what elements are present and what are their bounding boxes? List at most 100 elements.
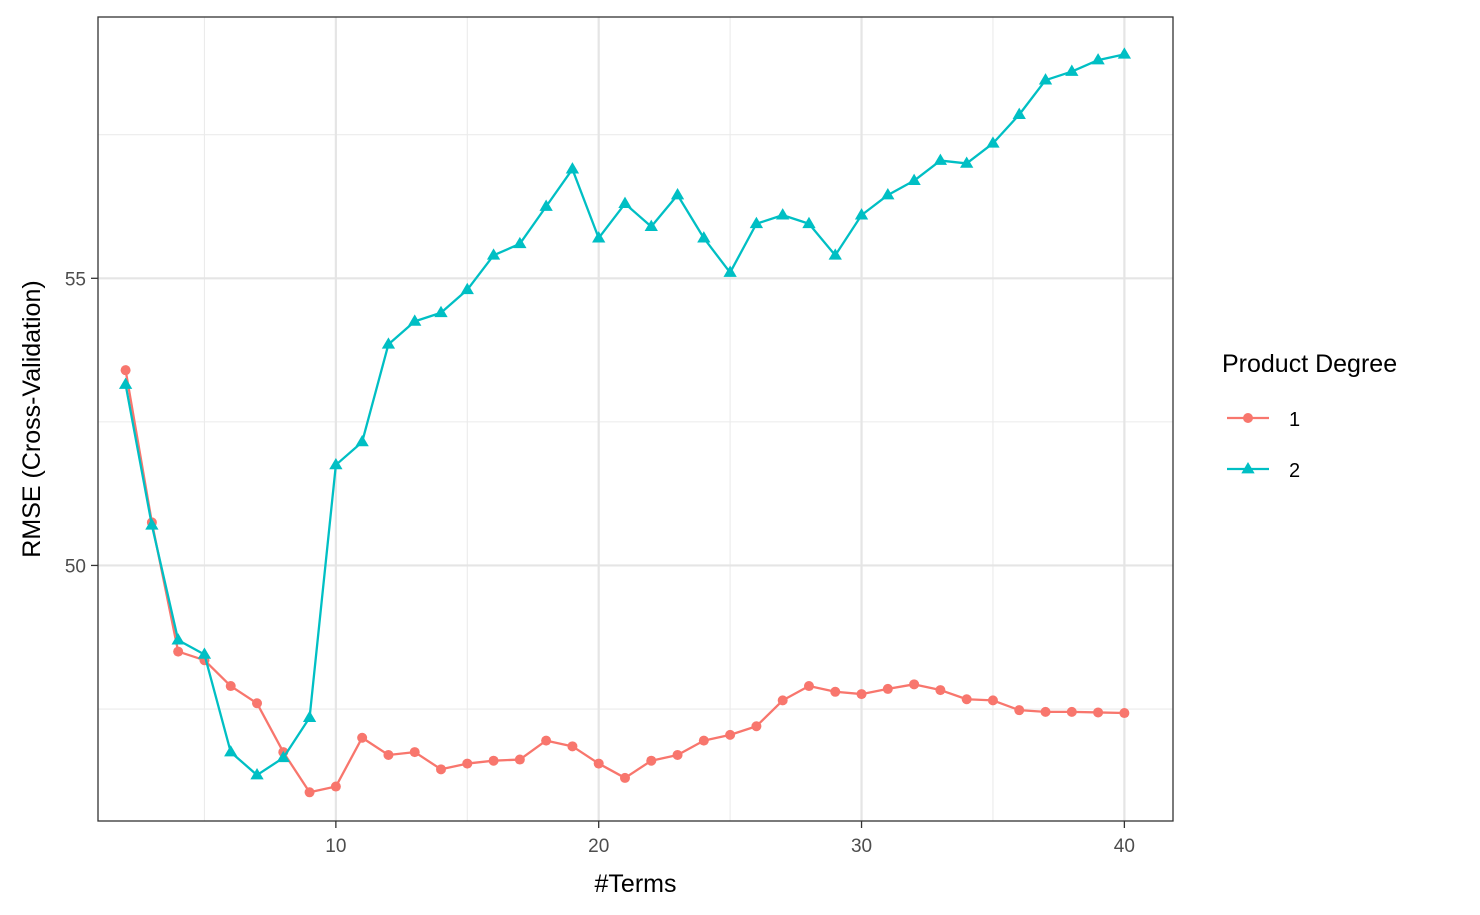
data-point <box>276 750 290 763</box>
panel-border <box>97 16 1174 822</box>
data-point <box>725 729 736 740</box>
grid-lines <box>98 17 1173 821</box>
data-point <box>646 755 657 766</box>
data-point <box>1065 64 1079 76</box>
data-point <box>436 764 447 775</box>
data-point <box>539 199 553 211</box>
y-tick-label: 50 <box>65 556 86 577</box>
data-point <box>935 685 946 696</box>
data-point <box>118 377 133 389</box>
legend-item-2: 2 <box>1227 460 1300 482</box>
data-point <box>329 457 343 470</box>
data-point <box>776 208 790 220</box>
legend-key-marker <box>1241 462 1255 474</box>
legend-item-1: 1 <box>1227 409 1300 431</box>
legend-title: Product Degree <box>1222 350 1397 378</box>
data-point <box>434 305 448 318</box>
y-axis-title: RMSE (Cross-Validation) <box>18 280 46 557</box>
data-point <box>881 188 895 200</box>
data-point <box>1119 708 1130 719</box>
data-point <box>830 686 841 697</box>
data-point <box>697 231 711 243</box>
data-point <box>486 248 501 260</box>
data-point <box>1040 706 1051 717</box>
data-point <box>145 518 159 530</box>
data-point <box>803 681 814 692</box>
data-point <box>355 434 369 447</box>
data-point <box>619 772 630 783</box>
data-point <box>409 747 420 758</box>
data-point <box>828 248 842 260</box>
data-point <box>644 219 658 231</box>
data-point <box>513 236 527 249</box>
data-point <box>224 745 238 757</box>
data-point <box>565 162 580 174</box>
data-point <box>882 683 893 694</box>
series-line-1 <box>124 369 1125 794</box>
data-point <box>777 695 788 706</box>
data-point <box>171 633 185 645</box>
data-point <box>1066 706 1077 717</box>
x-tick-label: 20 <box>588 836 609 857</box>
legend-label: 1 <box>1289 409 1300 431</box>
data-point <box>357 732 368 743</box>
data-point <box>1093 707 1104 718</box>
data-point <box>672 749 683 760</box>
legend: Product Degree 12 <box>1222 350 1397 482</box>
legend-key-marker <box>1243 413 1253 423</box>
x-axis-ticks: 10 20 30 40 <box>325 821 1135 857</box>
series-2 <box>118 47 1132 780</box>
data-point <box>120 365 131 376</box>
y-tick-label: 55 <box>65 269 86 290</box>
data-point <box>302 710 317 722</box>
x-tick-label: 30 <box>851 836 872 857</box>
data-point <box>250 768 264 780</box>
data-point <box>330 781 341 792</box>
data-point <box>749 216 764 229</box>
data-point <box>381 337 396 349</box>
data-point <box>593 758 604 769</box>
x-tick-label: 40 <box>1114 836 1135 857</box>
data-point <box>802 216 816 229</box>
series-layer <box>118 47 1132 798</box>
data-point <box>197 647 212 659</box>
legend-label: 2 <box>1289 460 1300 482</box>
data-point <box>252 698 263 709</box>
data-point <box>986 136 1000 148</box>
data-point <box>961 694 972 705</box>
data-point <box>1014 705 1025 716</box>
data-point <box>1091 53 1105 65</box>
data-point <box>854 208 869 220</box>
data-point <box>1117 47 1132 59</box>
data-point <box>960 156 974 168</box>
data-point <box>462 758 473 769</box>
data-point <box>592 231 606 243</box>
data-point <box>987 695 998 706</box>
data-point <box>909 679 920 690</box>
series-line-2 <box>124 53 1125 777</box>
data-point <box>618 196 632 208</box>
data-point <box>907 173 921 186</box>
series-1 <box>120 365 1130 798</box>
data-point <box>933 153 948 165</box>
data-point <box>225 681 236 692</box>
data-point <box>723 265 737 277</box>
data-point <box>460 282 474 295</box>
data-point <box>304 787 315 798</box>
data-point <box>1038 73 1053 85</box>
data-point <box>514 754 525 765</box>
legend-items: 12 <box>1227 409 1300 482</box>
data-point <box>567 741 578 752</box>
data-point <box>541 735 552 746</box>
data-point <box>488 755 499 766</box>
y-axis-ticks: 50 55 <box>65 269 98 577</box>
data-point <box>173 646 184 657</box>
data-point <box>1012 107 1026 119</box>
data-point <box>751 721 762 732</box>
x-tick-label: 10 <box>325 836 346 857</box>
data-point <box>856 689 867 700</box>
data-point <box>670 188 685 200</box>
data-point <box>383 749 394 760</box>
x-axis-title: #Terms <box>595 870 677 898</box>
